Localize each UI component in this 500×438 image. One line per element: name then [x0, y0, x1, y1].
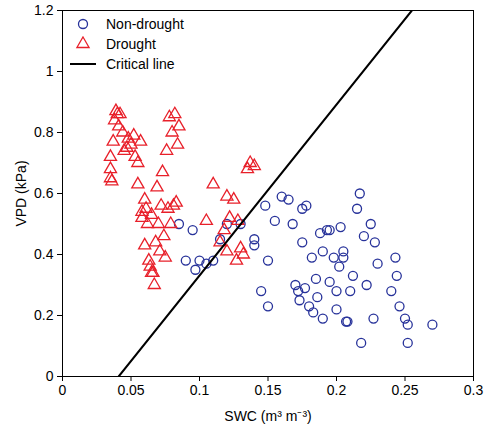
svg-text:0.2: 0.2	[34, 307, 54, 323]
svg-text:1: 1	[46, 63, 54, 79]
svg-text:0.3: 0.3	[464, 382, 484, 398]
svg-text:0.05: 0.05	[117, 382, 144, 398]
svg-text:0.25: 0.25	[391, 382, 418, 398]
html-text:Non-drought: Non-drought	[106, 16, 184, 32]
svg-text:0.6: 0.6	[34, 185, 54, 201]
html-text:Critical line: Critical line	[106, 56, 175, 72]
svg-text:0.4: 0.4	[34, 246, 54, 262]
svg-text:0: 0	[46, 368, 54, 384]
svg-text:0.1: 0.1	[190, 382, 210, 398]
svg-text:0.15: 0.15	[254, 382, 281, 398]
svg-text:VPD (kPa): VPD (kPa)	[13, 160, 29, 226]
svg-text:0: 0	[59, 382, 67, 398]
svg-text:SWC (m³ m⁻³): SWC (m³ m⁻³)	[224, 408, 311, 424]
html-text:Drought: Drought	[106, 36, 156, 52]
svg-text:0.2: 0.2	[327, 382, 347, 398]
svg-text:0.8: 0.8	[34, 124, 54, 140]
svg-text:1.2: 1.2	[34, 2, 54, 18]
